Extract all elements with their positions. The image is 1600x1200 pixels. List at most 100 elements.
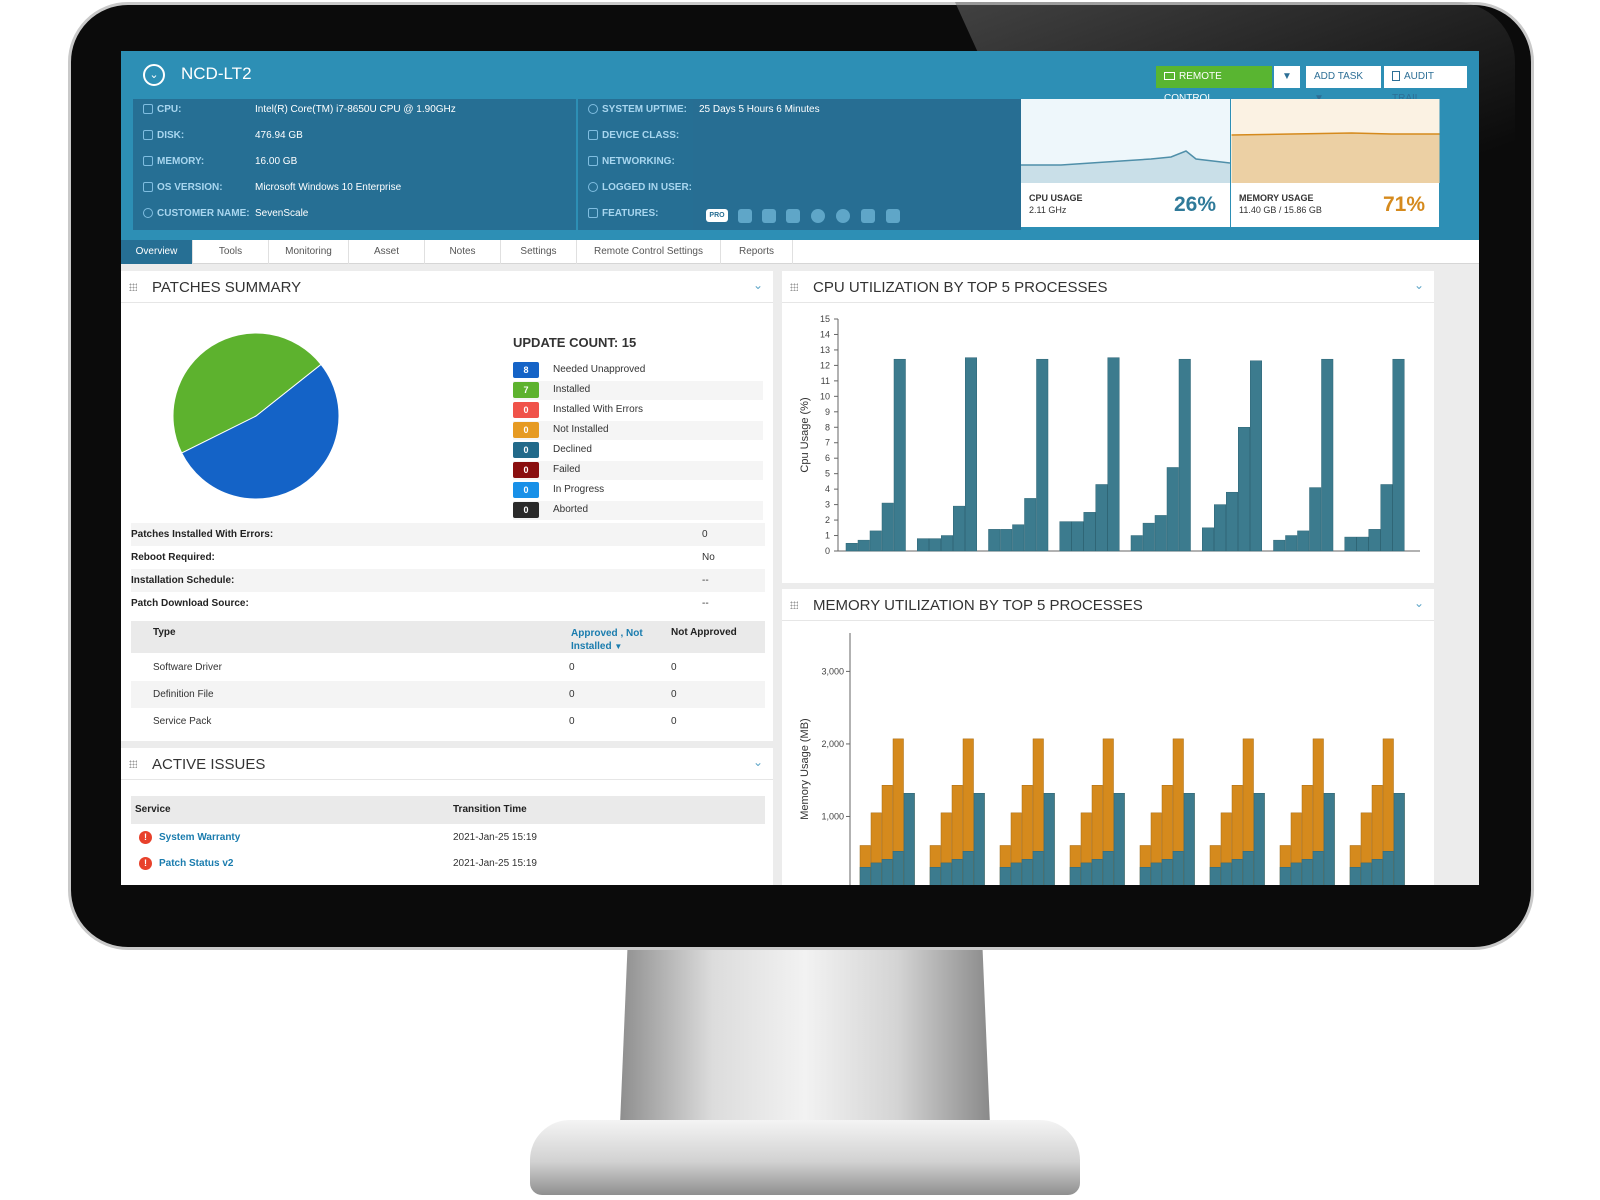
issue-row[interactable]: ! Patch Status v2 2021-Jan-25 15:19 (131, 851, 765, 878)
memory-bar-segment[interactable] (1183, 793, 1195, 885)
memory-bar-segment[interactable] (892, 738, 904, 885)
memory-bar-segment[interactable] (1301, 859, 1313, 885)
memory-bar-segment[interactable] (999, 866, 1011, 885)
memory-bar-segment[interactable] (1393, 793, 1405, 885)
chevron-down-icon[interactable]: ⌄ (1413, 596, 1424, 610)
memory-bar-segment[interactable] (951, 859, 963, 885)
memory-bar-segment[interactable] (1371, 785, 1383, 885)
tab-remote-control-settings[interactable]: Remote Control Settings (577, 240, 721, 264)
audit-trail-button[interactable]: AUDIT TRAIL (1384, 66, 1467, 104)
memory-bar-segment[interactable] (962, 851, 974, 885)
issue-row[interactable]: ! System Warranty 2021-Jan-25 15:19 (131, 825, 765, 852)
cpu-bar[interactable] (929, 538, 941, 552)
cpu-bar[interactable] (965, 357, 977, 552)
memory-bar-segment[interactable] (1312, 738, 1324, 885)
shield-icon[interactable] (738, 209, 752, 223)
add-task-button[interactable]: ADD TASK ▼ (1306, 66, 1381, 104)
column-header-not-approved[interactable]: Not Approved (671, 627, 737, 638)
memory-bar-segment[interactable] (870, 812, 882, 885)
memory-bar-segment[interactable] (1220, 862, 1232, 885)
column-header-type[interactable]: Type (153, 627, 176, 638)
memory-bar-segment[interactable] (1021, 785, 1033, 885)
cpu-bar[interactable] (941, 535, 953, 552)
cpu-bar[interactable] (1309, 487, 1322, 552)
cpu-bar[interactable] (1012, 524, 1025, 552)
cpu-bar[interactable] (1238, 427, 1250, 552)
cpu-bar[interactable] (1083, 512, 1096, 552)
memory-bar-segment[interactable] (859, 866, 871, 885)
memory-bar-segment[interactable] (1161, 859, 1173, 885)
cpu-bar[interactable] (1142, 522, 1155, 552)
memory-bar-segment[interactable] (1382, 851, 1394, 885)
cpu-bar[interactable] (1154, 515, 1167, 552)
memory-bar-segment[interactable] (1172, 851, 1184, 885)
tab-reports[interactable]: Reports (721, 240, 793, 264)
cpu-bar[interactable] (1202, 527, 1214, 552)
memory-bar-segment[interactable] (1102, 738, 1114, 885)
column-header-approved-not-installed[interactable]: Approved , Not Installed ▼ (571, 628, 643, 652)
memory-bar-segment[interactable] (951, 785, 963, 885)
memory-bar-segment[interactable] (962, 738, 974, 885)
cpu-bar[interactable] (988, 529, 1001, 552)
cpu-bar[interactable] (845, 543, 858, 552)
drag-handle-icon[interactable] (129, 760, 137, 768)
memory-bar-segment[interactable] (1231, 859, 1243, 885)
memory-bar-segment[interactable] (1360, 812, 1372, 885)
memory-bar-segment[interactable] (1279, 866, 1291, 885)
memory-bar-segment[interactable] (973, 793, 985, 885)
memory-bar-segment[interactable] (903, 793, 915, 885)
cpu-bar[interactable] (1036, 358, 1049, 552)
memory-bar-segment[interactable] (892, 851, 904, 885)
cpu-bar[interactable] (1273, 539, 1286, 552)
memory-bar-segment[interactable] (940, 862, 952, 885)
cpu-bar[interactable] (1250, 360, 1262, 552)
memory-bar-segment[interactable] (1371, 859, 1383, 885)
memory-bar-segment[interactable] (1382, 738, 1394, 885)
memory-bar-segment[interactable] (1010, 812, 1022, 885)
memory-bar-segment[interactable] (1360, 862, 1372, 885)
tab-asset[interactable]: Asset (349, 240, 425, 264)
chevron-down-icon[interactable]: ⌄ (1413, 278, 1424, 292)
cpu-bar[interactable] (1285, 535, 1298, 552)
chevron-down-icon[interactable]: ⌄ (752, 278, 763, 292)
cpu-bar[interactable] (1000, 529, 1013, 552)
memory-bar-segment[interactable] (1021, 859, 1033, 885)
memory-bar-segment[interactable] (1231, 785, 1243, 885)
chevron-down-icon[interactable]: ⌄ (752, 755, 763, 769)
cpu-bar[interactable] (1297, 530, 1310, 552)
memory-bar-segment[interactable] (1209, 866, 1221, 885)
memory-bar-segment[interactable] (881, 859, 893, 885)
tab-settings[interactable]: Settings (501, 240, 577, 264)
cpu-bar[interactable] (1130, 535, 1143, 552)
memory-bar-segment[interactable] (1161, 785, 1173, 885)
cpu-bar[interactable] (1321, 358, 1334, 552)
cpu-bar[interactable] (1368, 529, 1381, 552)
cpu-bar[interactable] (1380, 484, 1393, 552)
memory-bar-segment[interactable] (1113, 793, 1125, 885)
memory-bar-segment[interactable] (1253, 793, 1265, 885)
cpu-bar[interactable] (1166, 467, 1179, 552)
play-icon[interactable] (836, 209, 850, 223)
cpu-bar[interactable] (1107, 357, 1120, 552)
column-header-transition-time[interactable]: Transition Time (453, 804, 527, 815)
issue-service-link[interactable]: System Warranty (159, 832, 241, 843)
cpu-bar[interactable] (1344, 536, 1357, 552)
memory-bar-segment[interactable] (1080, 862, 1092, 885)
signal-icon[interactable] (861, 209, 875, 223)
tab-overview[interactable]: Overview (121, 240, 193, 264)
cpu-bar[interactable] (1059, 521, 1072, 552)
monitor-feature-icon[interactable] (811, 209, 825, 223)
memory-bar-segment[interactable] (1032, 851, 1044, 885)
memory-bar-segment[interactable] (1010, 862, 1022, 885)
memory-bar-segment[interactable] (1043, 793, 1055, 885)
memory-bar-segment[interactable] (1080, 812, 1092, 885)
memory-bar-segment[interactable] (1172, 738, 1184, 885)
memory-bar-segment[interactable] (1349, 866, 1361, 885)
cpu-bar[interactable] (953, 505, 965, 552)
cpu-bar[interactable] (1178, 358, 1191, 552)
memory-bar-segment[interactable] (1102, 851, 1114, 885)
cpu-bar[interactable] (917, 538, 929, 552)
tab-tools[interactable]: Tools (193, 240, 269, 264)
memory-bar-segment[interactable] (1242, 851, 1254, 885)
memory-usage-card[interactable]: MEMORY USAGE 11.40 GB / 15.86 GB 71% (1231, 99, 1440, 227)
